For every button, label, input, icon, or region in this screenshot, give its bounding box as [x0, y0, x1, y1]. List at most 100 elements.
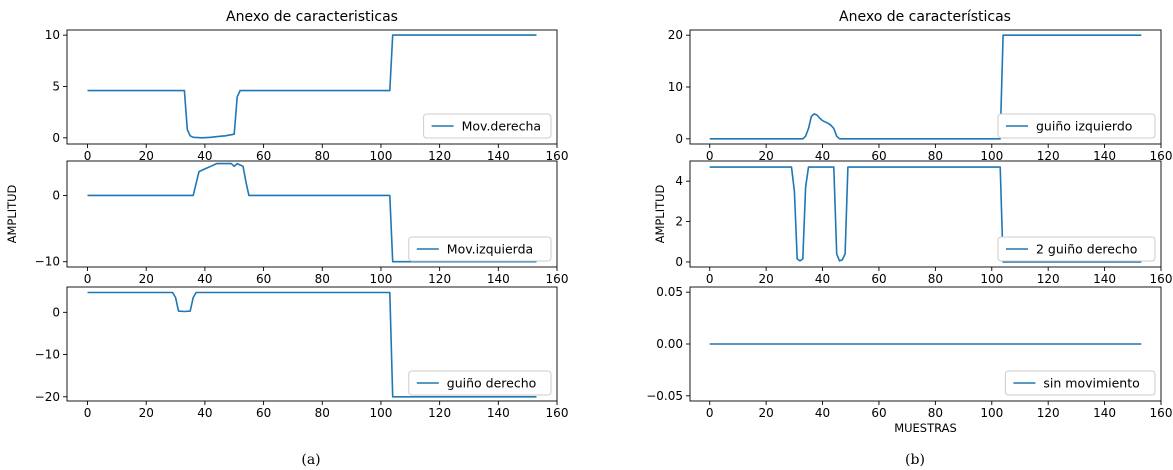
x-tick-label: 160 — [1150, 406, 1173, 420]
y-tick-label: −20 — [35, 390, 60, 404]
caption-a: (a) — [301, 452, 320, 468]
x-tick-label: 80 — [928, 272, 943, 286]
legend-box — [408, 236, 552, 262]
x-tick-label: 140 — [487, 406, 510, 420]
x-tick-label: 20 — [759, 272, 774, 286]
x-tick-label: 0 — [706, 272, 714, 286]
legend-box — [997, 113, 1156, 139]
x-tick-label: 0 — [84, 272, 92, 286]
x-tick-label: 160 — [546, 272, 569, 286]
x-tick-label: 60 — [871, 272, 886, 286]
series-line — [87, 162, 537, 263]
x-tick-label: 0 — [706, 406, 714, 420]
y-tick-label: 0.05 — [656, 285, 683, 299]
subplot-3: 0 20 40 60 80 100 120 140 160 −20 −10 0 guiño derech… — [35, 286, 569, 420]
legend-box — [997, 236, 1156, 262]
x-tick-label: 120 — [428, 406, 451, 420]
x-tick-label: 40 — [197, 406, 212, 420]
x-tick-label: 20 — [759, 149, 774, 163]
axes-frame — [66, 29, 558, 145]
x-tick-label: 140 — [487, 272, 510, 286]
legend-label: sin movimiento — [1043, 376, 1139, 391]
y-tick-label: 10 — [45, 28, 60, 42]
axes-frame — [689, 160, 1162, 268]
x-tick-label: 40 — [815, 406, 830, 420]
y-tick-label: 0 — [675, 132, 683, 146]
axes-frame — [66, 286, 558, 402]
y-tick-label: −10 — [35, 255, 60, 269]
y-tick-label: 0 — [675, 255, 683, 269]
axes-frame — [66, 160, 558, 268]
x-tick-label: 60 — [256, 406, 271, 420]
series-line — [87, 34, 537, 139]
x-tick-label: 20 — [139, 272, 154, 286]
x-tick-label: 80 — [315, 149, 330, 163]
x-tick-label: 140 — [487, 149, 510, 163]
x-tick-label: 160 — [1150, 149, 1173, 163]
subplot-4: 0 20 40 60 80 100 120 140 160 0 10 20 guiño izquierd… — [668, 9, 1173, 163]
y-tick-label: 20 — [668, 28, 683, 42]
y-tick-label: 4 — [675, 174, 683, 188]
x-tick-label: 40 — [197, 272, 212, 286]
x-tick-label: 40 — [815, 272, 830, 286]
x-tick-label: 120 — [1037, 406, 1060, 420]
legend-label: Mov.derecha — [462, 119, 541, 134]
x-tick-label: 160 — [1150, 272, 1173, 286]
series-line — [87, 291, 537, 398]
x-tick-label: 20 — [759, 406, 774, 420]
x-tick-label: 100 — [980, 406, 1003, 420]
x-tick-label: 120 — [428, 272, 451, 286]
x-tick-label: 140 — [1093, 149, 1116, 163]
subplot-5: 0 20 40 60 80 100 120 140 160 0 2 4 2 guiño derecho A… — [653, 160, 1173, 286]
y-tick-label: 0 — [52, 188, 60, 202]
x-tick-label: 100 — [369, 272, 392, 286]
y-axis-label: AMPLITUD — [5, 184, 19, 243]
x-tick-label: 100 — [980, 149, 1003, 163]
x-tick-label: 140 — [1093, 406, 1116, 420]
x-tick-label: 120 — [1037, 149, 1060, 163]
y-tick-label: 10 — [668, 80, 683, 94]
chart-title: Anexo de características — [839, 9, 1011, 25]
subplot-2: 0 20 40 60 80 100 120 140 160 −10 0 Mov.izquierda AM… — [5, 160, 569, 286]
y-tick-label: −10 — [35, 348, 60, 362]
y-tick-label: 0 — [52, 305, 60, 319]
x-tick-label: 20 — [139, 149, 154, 163]
y-tick-label: 2 — [675, 215, 683, 229]
y-axis-label: AMPLITUD — [653, 184, 667, 243]
x-tick-label: 100 — [369, 149, 392, 163]
series-line — [709, 34, 1142, 140]
x-tick-label: 140 — [1093, 272, 1116, 286]
y-tick-label: 5 — [52, 79, 60, 93]
caption-b: (b) — [905, 452, 925, 468]
x-tick-label: 60 — [256, 149, 271, 163]
legend-label: Mov.izquierda — [447, 242, 533, 257]
legend-label: 2 guiño derecho — [1036, 242, 1137, 257]
x-tick-label: 60 — [256, 272, 271, 286]
x-tick-label: 160 — [546, 149, 569, 163]
y-tick-label: −0.05 — [646, 389, 683, 403]
series-line — [709, 166, 1142, 263]
x-tick-label: 100 — [369, 406, 392, 420]
x-tick-label: 0 — [84, 149, 92, 163]
x-tick-label: 100 — [980, 272, 1003, 286]
subplot-1: 0 20 40 60 80 100 120 140 160 0 5 10 Mov.derecha Anex… — [45, 9, 569, 163]
subplots-layer: 0 20 40 60 80 100 120 140 1600510Mov.derechaAnex… — [5, 9, 1172, 435]
x-tick-label: 40 — [197, 149, 212, 163]
x-tick-label: 0 — [706, 149, 714, 163]
x-tick-label: 80 — [315, 406, 330, 420]
x-tick-label: 60 — [871, 149, 886, 163]
x-tick-label: 80 — [315, 272, 330, 286]
legend-box — [408, 370, 552, 396]
x-tick-label: 20 — [139, 406, 154, 420]
x-tick-label: 160 — [546, 406, 569, 420]
x-tick-label: 40 — [815, 149, 830, 163]
x-tick-label: 80 — [928, 149, 943, 163]
legend-label: guiño izquierdo — [1036, 119, 1132, 134]
x-tick-label: 120 — [428, 149, 451, 163]
y-tick-label: 0 — [52, 131, 60, 145]
x-tick-label: 0 — [84, 406, 92, 420]
subplot-6: 0 20 40 60 80 100 120 140 160 −0.05 0.00 0.05 sin mo… — [646, 285, 1172, 435]
x-axis-label: MUESTRAS — [894, 421, 957, 435]
legend-label: guiño derecho — [447, 376, 537, 391]
